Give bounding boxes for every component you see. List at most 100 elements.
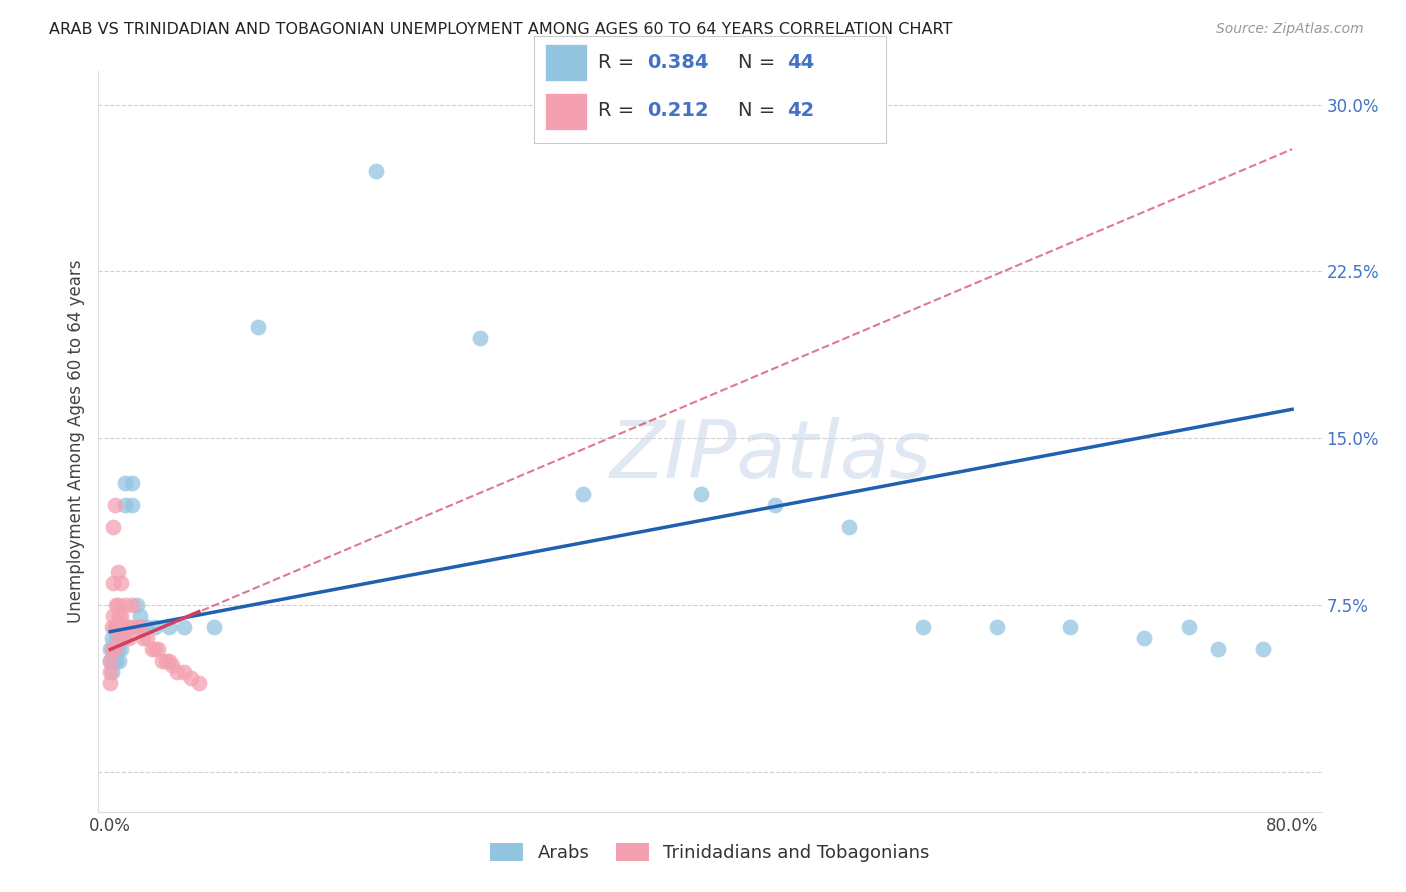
Bar <box>544 94 586 130</box>
Point <box>112 632 135 646</box>
Point <box>128 620 150 634</box>
Point <box>125 598 148 612</box>
Point <box>114 498 136 512</box>
Point <box>108 654 131 668</box>
Point <box>103 575 125 590</box>
Point <box>98 654 121 668</box>
Point <box>157 654 180 668</box>
Point <box>105 598 128 612</box>
Point <box>111 620 134 634</box>
Point <box>180 671 202 685</box>
Text: R =: R = <box>598 101 640 120</box>
Y-axis label: Unemployment Among Ages 60 to 64 years: Unemployment Among Ages 60 to 64 years <box>66 260 84 624</box>
Point <box>173 665 195 679</box>
Text: R =: R = <box>598 53 640 72</box>
Point <box>128 609 150 624</box>
Point <box>104 642 127 657</box>
Point <box>110 575 132 590</box>
Legend: Arabs, Trinidadians and Tobagonians: Arabs, Trinidadians and Tobagonians <box>484 836 936 870</box>
Point <box>366 164 388 178</box>
Point <box>104 620 127 634</box>
Point <box>132 620 155 634</box>
Point <box>103 520 125 534</box>
Point <box>121 475 143 490</box>
Point <box>98 665 121 679</box>
Point <box>117 620 139 634</box>
Text: 42: 42 <box>787 101 814 120</box>
Point <box>104 620 127 634</box>
Text: Source: ZipAtlas.com: Source: ZipAtlas.com <box>1216 22 1364 37</box>
Point <box>1251 642 1274 657</box>
Point <box>1206 642 1229 657</box>
Point <box>111 620 134 634</box>
Text: N =: N = <box>738 101 782 120</box>
Point <box>105 654 128 668</box>
Point <box>157 620 180 634</box>
Point <box>155 654 177 668</box>
Point <box>100 620 122 634</box>
Point <box>105 632 128 646</box>
Point <box>986 620 1008 634</box>
Point <box>246 320 269 334</box>
Point <box>150 654 173 668</box>
Point <box>114 620 136 634</box>
Point <box>107 632 129 646</box>
Point <box>98 642 121 657</box>
Point <box>143 642 166 657</box>
Point <box>114 475 136 490</box>
Point <box>1133 632 1156 646</box>
Text: 0.384: 0.384 <box>647 53 709 72</box>
Point <box>468 331 491 345</box>
Text: 0.212: 0.212 <box>647 101 709 120</box>
Point <box>202 620 225 634</box>
Point <box>117 620 139 634</box>
Point <box>125 620 148 634</box>
Point <box>103 609 125 624</box>
Point <box>112 632 135 646</box>
Point <box>162 657 184 672</box>
Point <box>141 642 163 657</box>
Point <box>1177 620 1199 634</box>
Point <box>105 620 128 634</box>
Point <box>911 620 934 634</box>
Point <box>690 487 713 501</box>
Point <box>173 620 195 634</box>
Point <box>114 598 136 612</box>
Point <box>103 654 125 668</box>
Point <box>1059 620 1081 634</box>
Point <box>572 487 595 501</box>
Point <box>118 632 141 646</box>
Point <box>146 642 169 657</box>
Point <box>136 620 159 634</box>
Text: ARAB VS TRINIDADIAN AND TOBAGONIAN UNEMPLOYMENT AMONG AGES 60 TO 64 YEARS CORREL: ARAB VS TRINIDADIAN AND TOBAGONIAN UNEMP… <box>49 22 953 37</box>
Point <box>103 642 125 657</box>
Point <box>100 642 122 657</box>
Point <box>110 642 132 657</box>
Point <box>100 665 122 679</box>
Point <box>100 632 122 646</box>
Point <box>763 498 786 512</box>
Point <box>108 632 131 646</box>
Point <box>121 598 143 612</box>
Point <box>121 620 143 634</box>
Bar <box>544 45 586 80</box>
Point <box>107 565 129 579</box>
Point <box>838 520 860 534</box>
Point <box>110 609 132 624</box>
Point <box>98 675 121 690</box>
Point <box>143 620 166 634</box>
Point <box>136 632 159 646</box>
Point <box>107 642 129 657</box>
Point <box>104 642 127 657</box>
Point <box>187 675 209 690</box>
Point <box>108 609 131 624</box>
Point <box>98 654 121 668</box>
Text: 44: 44 <box>787 53 814 72</box>
Point <box>121 498 143 512</box>
Text: N =: N = <box>738 53 782 72</box>
Text: ZIPatlas: ZIPatlas <box>610 417 932 495</box>
Point <box>104 498 127 512</box>
Point <box>166 665 188 679</box>
Point <box>108 620 131 634</box>
Point <box>132 632 155 646</box>
